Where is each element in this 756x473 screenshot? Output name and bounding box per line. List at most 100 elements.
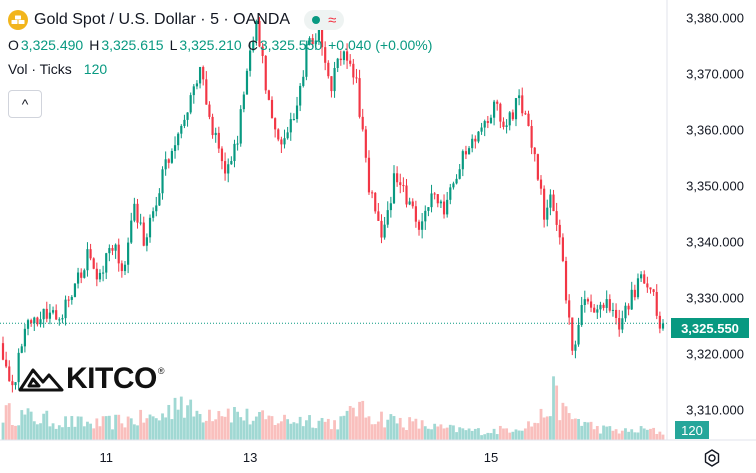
candle-body	[449, 187, 452, 200]
volume-bar	[42, 413, 46, 440]
candle-body	[327, 62, 330, 77]
volume-bar	[214, 419, 218, 440]
gear-icon[interactable]	[701, 447, 723, 469]
volume-label[interactable]: Vol · Ticks	[8, 61, 72, 77]
candle-body	[45, 308, 48, 319]
volume-bar	[242, 420, 246, 440]
candle-body	[183, 119, 186, 126]
open-label: O	[8, 37, 19, 53]
candle-body	[267, 90, 270, 100]
open-value: 3,325.490	[20, 37, 84, 53]
volume-bar	[567, 413, 571, 440]
candle-body	[311, 38, 314, 45]
price-axis	[0, 0, 756, 441]
volume-bar	[179, 396, 183, 440]
volume-bar	[32, 421, 36, 440]
candle-body	[76, 272, 80, 284]
volume-bar	[414, 418, 418, 440]
low-label: L	[169, 37, 178, 53]
candle-body	[561, 237, 564, 261]
y-tick-label: 3,350.000	[686, 178, 744, 193]
candle-body	[102, 272, 105, 274]
candle-body	[452, 183, 455, 188]
volume-bar	[408, 417, 412, 440]
volume-bar	[145, 418, 149, 440]
candle-body	[105, 253, 108, 273]
volume-bar	[570, 419, 574, 440]
volume-bar	[204, 420, 208, 440]
volume-bar	[251, 420, 255, 440]
volume-bar	[545, 416, 549, 440]
candle-body	[70, 296, 73, 300]
candle-body	[20, 346, 23, 353]
volume-bar	[511, 431, 515, 440]
candle-body	[527, 113, 530, 127]
volume-bar	[348, 406, 352, 440]
volume-bar	[79, 416, 83, 440]
volume-bar	[630, 429, 634, 440]
candle-body	[264, 55, 267, 91]
volume-bar	[617, 433, 621, 440]
volume-bar	[649, 428, 652, 440]
volume-bar	[320, 417, 324, 440]
volume-bar	[57, 425, 61, 440]
volume-bar	[70, 416, 74, 440]
candle-body	[461, 151, 464, 170]
candle-body	[396, 173, 399, 183]
collapse-legend-button[interactable]: ^	[8, 90, 42, 118]
candle-body	[17, 352, 20, 383]
volume-bar	[301, 426, 305, 440]
candle-body	[299, 85, 302, 106]
volume-bar	[380, 411, 383, 440]
volume-bar	[595, 426, 599, 440]
market-open-dot-icon	[312, 16, 321, 24]
candle-body	[392, 173, 396, 204]
candle-body	[596, 309, 599, 313]
volume-bar	[317, 420, 321, 440]
gold-bars-icon[interactable]	[8, 10, 28, 30]
candle-body	[86, 249, 89, 271]
volume-bar	[111, 429, 114, 440]
candle-body	[549, 194, 552, 208]
candle-body	[652, 289, 655, 292]
volume-bar	[254, 416, 258, 440]
volume-bar	[89, 423, 92, 440]
volume-bar	[298, 416, 302, 440]
candle-body	[5, 359, 8, 367]
volume-bar	[86, 421, 89, 440]
market-status-pill[interactable]: ≈	[304, 10, 345, 30]
volume-bar	[520, 430, 524, 440]
candle-body	[220, 148, 224, 162]
volume-bar	[389, 414, 393, 440]
volume-bar	[142, 422, 146, 440]
candle-body	[533, 147, 536, 155]
volume-bar	[223, 416, 227, 440]
candle-body	[345, 51, 349, 61]
candle-body	[48, 312, 52, 319]
volume-bar	[39, 423, 42, 440]
symbol-title[interactable]: Gold Spot / U.S. Dollar · 5 · OANDA	[34, 11, 291, 28]
volume-bar	[23, 414, 27, 440]
y-tick-label: 3,320.000	[686, 346, 744, 361]
candle-body	[467, 148, 471, 155]
candle-body	[136, 203, 139, 223]
candle-body	[414, 206, 417, 222]
volume-bar	[464, 430, 468, 440]
volume-bar	[442, 428, 446, 440]
candle-body	[474, 138, 477, 142]
volume-bar	[136, 425, 139, 440]
volume-bar	[508, 432, 512, 440]
volume-bar	[492, 428, 496, 440]
volume-bar	[161, 413, 164, 440]
candle-body	[508, 112, 511, 126]
volume-bar	[436, 426, 440, 440]
volume-bar	[208, 409, 211, 440]
candle-body	[167, 159, 170, 163]
volume-bar	[258, 411, 261, 440]
volume-bar	[351, 407, 355, 440]
close-label: C	[247, 37, 258, 53]
volume-bar	[7, 403, 11, 440]
volume-bar	[401, 427, 405, 440]
candle-body	[98, 272, 102, 280]
